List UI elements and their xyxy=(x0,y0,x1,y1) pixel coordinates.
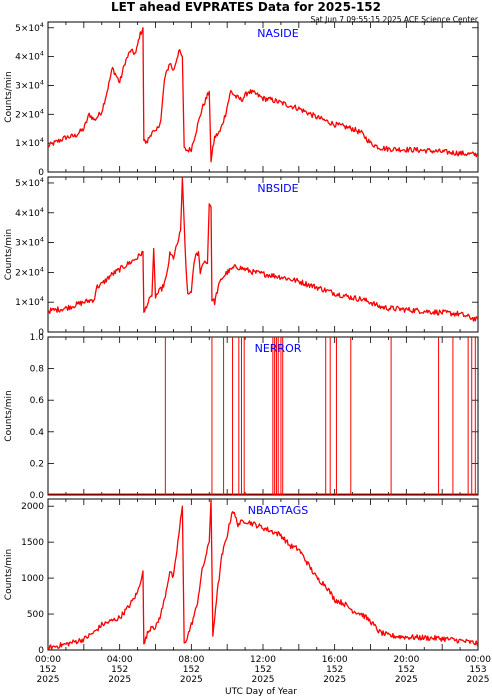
x-tick-year: 2025 xyxy=(323,675,346,685)
nbside-panel-label: NBSIDE xyxy=(257,182,298,195)
nbadtags-ytick-label: 500 xyxy=(27,610,44,620)
x-tick-time: 00:00 xyxy=(465,655,491,665)
x-tick-year: 2025 xyxy=(252,675,275,685)
naside-series-line xyxy=(48,27,478,163)
nbside-y-axis-label: Counts/min xyxy=(4,229,14,280)
nbadtags-ytick-label: 1500 xyxy=(21,538,44,548)
nerror-ytick-label: 0.6 xyxy=(30,396,45,406)
x-tick-year: 2025 xyxy=(180,675,203,685)
x-tick-year: 2025 xyxy=(37,675,60,685)
x-tick-time: 12:00 xyxy=(250,655,276,665)
x-tick-time: 04:00 xyxy=(107,655,133,665)
x-tick-time: 08:00 xyxy=(178,655,204,665)
nbside-ytick-label: 1×104 xyxy=(15,295,44,308)
nerror-ytick-label: 0.2 xyxy=(30,459,44,469)
nbside-series-line xyxy=(48,177,478,322)
x-tick-doy: 152 xyxy=(183,665,200,675)
x-tick-year: 2025 xyxy=(467,675,490,685)
x-tick-doy: 152 xyxy=(326,665,343,675)
panel-nbside: 0 1×104 2×104 3×104 4×104 5×104 Counts/min NBSI… xyxy=(4,176,479,338)
nbside-ytick-label: 0 xyxy=(38,328,44,338)
naside-y-axis-label: Counts/min xyxy=(4,71,14,122)
nerror-ytick-label: 1.0 xyxy=(30,333,45,343)
x-tick-time: 16:00 xyxy=(322,655,348,665)
x-tick-time: 00:00 xyxy=(35,655,61,665)
x-tick-doy: 152 xyxy=(398,665,415,675)
x-tick-doy: 152 xyxy=(254,665,271,675)
naside-ytick-label: 0 xyxy=(38,168,44,178)
naside-ytick-label: 4×104 xyxy=(15,50,44,63)
x-tick-doy: 153 xyxy=(469,665,486,675)
nbside-ytick-label: 4×104 xyxy=(15,206,44,219)
naside-ytick-label: 2×104 xyxy=(15,107,44,120)
nbadtags-y-axis-label: Counts/min xyxy=(4,549,14,600)
naside-ytick-label: 3×104 xyxy=(15,78,44,91)
naside-ytick-label: 1×104 xyxy=(15,136,44,149)
panel-nbadtags: 0 500 1000 1500 2000 Counts/min NBADTAGS xyxy=(4,498,479,656)
naside-panel-label: NASIDE xyxy=(257,27,298,40)
x-tick-year: 2025 xyxy=(395,675,418,685)
nerror-ytick-label: 0.4 xyxy=(30,428,45,438)
naside-ytick-label: 5×104 xyxy=(15,21,44,34)
timestamp: Sat Jun 7 09:55:15 2025 ACE Science Cent… xyxy=(310,15,478,24)
panel-nerror: 0.0 0.2 0.4 0.6 0.8 1.0 Counts/min NERROR xyxy=(4,333,479,501)
nbadtags-panel-label: NBADTAGS xyxy=(248,504,308,517)
figure-title: LET ahead EVPRATES Data for 2025-152 xyxy=(111,0,381,14)
nbside-ytick-label: 5×104 xyxy=(15,176,44,189)
nbadtags-ytick-label: 1000 xyxy=(21,574,44,584)
x-tick-doy: 152 xyxy=(39,665,56,675)
nerror-panel-label: NERROR xyxy=(255,342,302,355)
x-axis-label: UTC Day of Year xyxy=(225,687,297,697)
nbadtags-ytick-label: 2000 xyxy=(21,502,44,512)
nbside-ytick-label: 2×104 xyxy=(15,265,44,278)
nerror-ytick-label: 0.8 xyxy=(30,365,45,375)
nbadtags-series-line xyxy=(48,499,478,650)
nbside-ytick-label: 3×104 xyxy=(15,236,44,249)
panel-naside: 0 1×104 2×104 3×104 4×104 5×104 Counts/min NASI… xyxy=(4,21,479,178)
x-tick-year: 2025 xyxy=(108,675,131,685)
x-tick-time: 20:00 xyxy=(393,655,419,665)
nbadtags-ytick-label: 0 xyxy=(38,646,44,656)
x-tick-doy: 152 xyxy=(111,665,128,675)
nerror-y-axis-label: Counts/min xyxy=(4,390,14,441)
nerror-ytick-label: 0.0 xyxy=(30,491,45,501)
x-tick-labels: 00:00152202504:00152202508:00152202512:0… xyxy=(35,655,491,685)
